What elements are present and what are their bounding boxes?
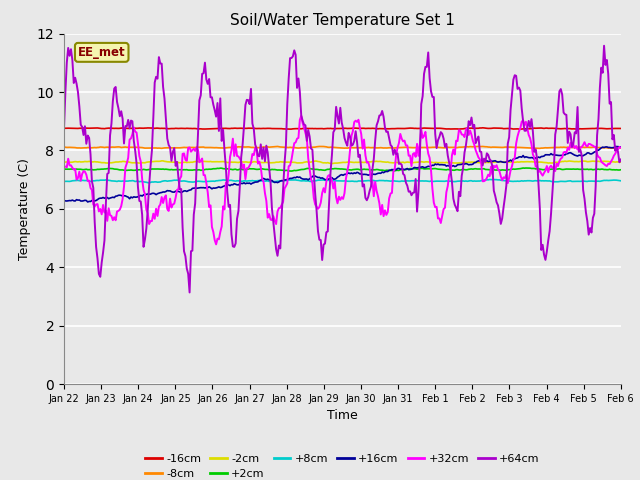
+16cm	[243, 180, 251, 186]
+2cm	[463, 167, 471, 173]
+16cm	[467, 162, 474, 168]
+16cm	[84, 199, 92, 205]
-2cm	[617, 159, 625, 165]
+16cm	[60, 198, 68, 204]
+8cm	[412, 178, 419, 183]
+2cm	[522, 165, 530, 171]
+32cm	[243, 166, 251, 171]
-16cm	[281, 126, 289, 132]
-16cm	[241, 125, 249, 131]
-2cm	[413, 159, 421, 165]
+8cm	[467, 178, 474, 184]
-16cm	[479, 125, 486, 131]
-8cm	[241, 144, 249, 150]
-8cm	[462, 144, 470, 150]
Line: -8cm: -8cm	[64, 146, 621, 148]
+8cm	[243, 178, 251, 184]
+32cm	[60, 164, 68, 169]
+2cm	[467, 166, 474, 172]
Line: -2cm: -2cm	[64, 161, 621, 164]
X-axis label: Time: Time	[327, 409, 358, 422]
-2cm	[328, 161, 336, 167]
+32cm	[282, 183, 290, 189]
+16cm	[282, 177, 290, 183]
+2cm	[281, 168, 289, 174]
+8cm	[127, 178, 135, 184]
-16cm	[60, 125, 68, 131]
+8cm	[145, 180, 153, 186]
Line: +2cm: +2cm	[64, 168, 621, 171]
+16cm	[617, 144, 625, 150]
+8cm	[617, 178, 625, 184]
+64cm	[412, 176, 419, 182]
-16cm	[617, 126, 625, 132]
+32cm	[413, 141, 421, 147]
-8cm	[60, 144, 68, 150]
+32cm	[465, 132, 472, 138]
Line: +32cm: +32cm	[64, 116, 621, 244]
Text: EE_met: EE_met	[78, 46, 125, 59]
Legend: -16cm, -8cm, -2cm, +2cm, +8cm, +16cm, +32cm, +64cm: -16cm, -8cm, -2cm, +2cm, +8cm, +16cm, +3…	[141, 449, 544, 480]
Y-axis label: Temperature (C): Temperature (C)	[18, 158, 31, 260]
+64cm	[186, 289, 193, 295]
Line: +64cm: +64cm	[64, 46, 621, 292]
-2cm	[243, 159, 251, 165]
+64cm	[467, 122, 474, 128]
+2cm	[287, 168, 295, 174]
-8cm	[475, 144, 483, 149]
+64cm	[127, 118, 135, 123]
-2cm	[158, 158, 166, 164]
+32cm	[212, 241, 220, 247]
+32cm	[127, 135, 135, 141]
+2cm	[60, 167, 68, 172]
+64cm	[463, 132, 471, 138]
-8cm	[410, 145, 418, 151]
-2cm	[60, 159, 68, 165]
+32cm	[617, 145, 625, 151]
-8cm	[617, 145, 625, 151]
+8cm	[60, 178, 68, 184]
+2cm	[241, 167, 249, 172]
Line: +8cm: +8cm	[64, 180, 621, 183]
Title: Soil/Water Temperature Set 1: Soil/Water Temperature Set 1	[230, 13, 455, 28]
-8cm	[465, 144, 472, 150]
-2cm	[282, 159, 290, 165]
-8cm	[536, 145, 544, 151]
+8cm	[463, 179, 471, 184]
Line: -16cm: -16cm	[64, 128, 621, 129]
+2cm	[127, 167, 135, 173]
+16cm	[611, 144, 619, 149]
-16cm	[127, 125, 135, 131]
+16cm	[129, 195, 136, 201]
-8cm	[127, 144, 135, 150]
-2cm	[465, 159, 472, 165]
-2cm	[127, 160, 135, 166]
+64cm	[60, 126, 68, 132]
-16cm	[467, 125, 474, 131]
+64cm	[282, 143, 290, 149]
+64cm	[600, 43, 608, 48]
-16cm	[463, 125, 471, 131]
Line: +16cm: +16cm	[64, 146, 621, 202]
+8cm	[282, 178, 290, 183]
+64cm	[617, 156, 625, 162]
+16cm	[412, 165, 419, 170]
+64cm	[243, 97, 251, 103]
+16cm	[463, 161, 471, 167]
-8cm	[281, 144, 289, 150]
+2cm	[412, 166, 419, 172]
-16cm	[410, 125, 418, 131]
-2cm	[468, 159, 476, 165]
+32cm	[298, 113, 305, 119]
+8cm	[486, 177, 493, 182]
+32cm	[468, 132, 476, 138]
-16cm	[455, 126, 463, 132]
+2cm	[617, 167, 625, 173]
